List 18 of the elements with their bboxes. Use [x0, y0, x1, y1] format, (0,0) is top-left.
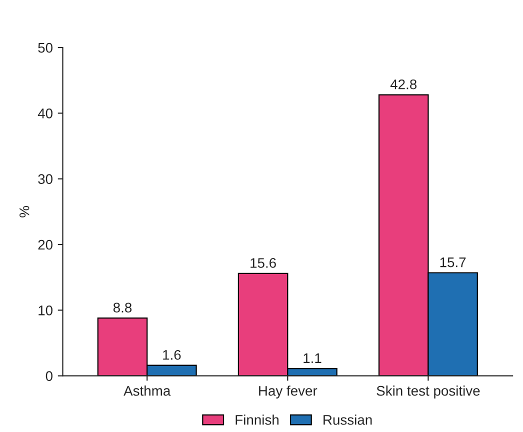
data-label: 42.8 [390, 79, 417, 90]
data-label: 15.6 [250, 258, 276, 268]
y-tick-label: 50 [38, 42, 52, 53]
data-label: 15.7 [440, 258, 466, 268]
y-tick-label: 40 [38, 108, 52, 118]
x-tick-label: Asthma [124, 386, 171, 396]
y-tick-label: 10 [38, 306, 52, 316]
y-tick-label: 30 [38, 174, 52, 184]
legend-label: Russian [324, 414, 372, 425]
data-label: 8.8 [113, 302, 132, 313]
data-label: 1.6 [163, 350, 181, 360]
x-tick-label: Hay fever [259, 386, 318, 399]
x-tick-label: Skin test positive [376, 386, 480, 399]
y-tick-label: 0 [46, 371, 52, 382]
y-tick-label: 20 [38, 240, 52, 250]
data-label: 1.1 [304, 353, 322, 363]
legend-label: Finnish [236, 414, 278, 425]
y-axis-title: % [20, 206, 30, 218]
